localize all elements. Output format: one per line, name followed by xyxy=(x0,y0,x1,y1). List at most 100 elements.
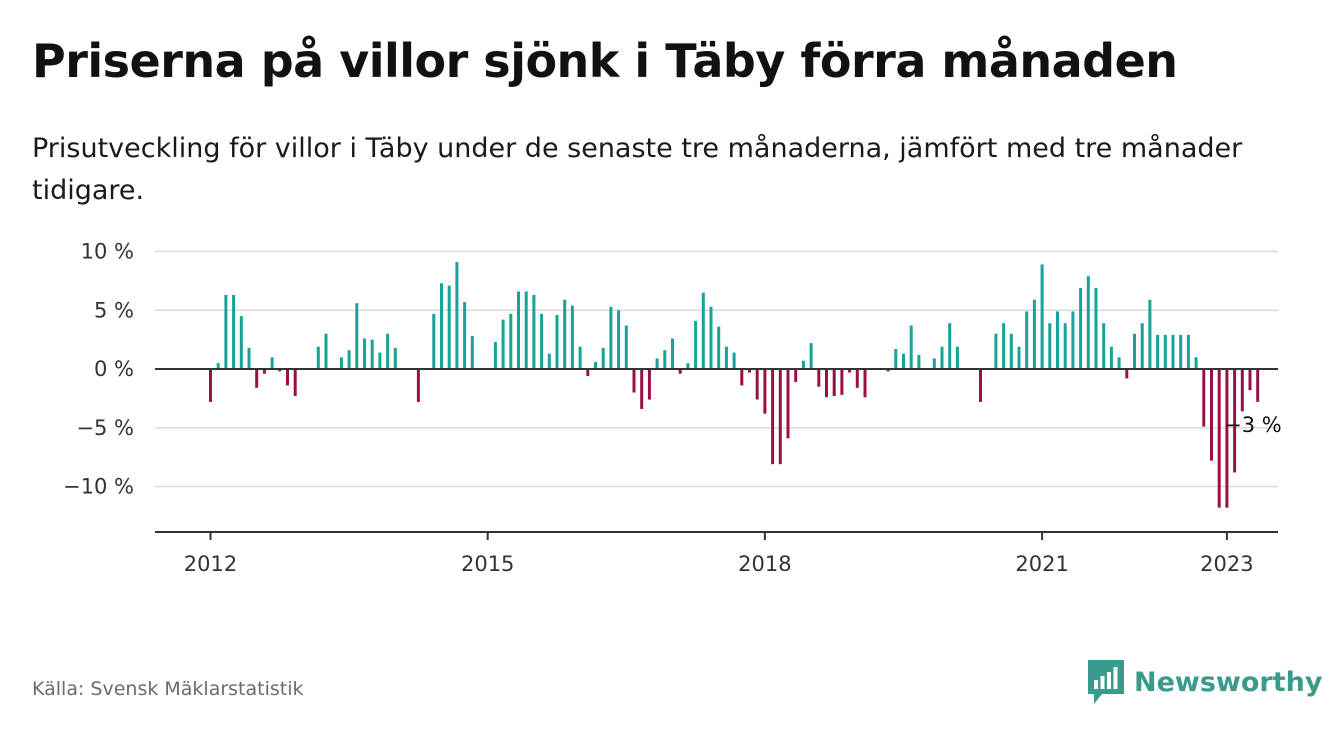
x-tick-label: 2015 xyxy=(461,552,514,576)
bar xyxy=(686,363,690,369)
bar xyxy=(1248,369,1252,391)
bar xyxy=(517,291,520,369)
bar xyxy=(432,313,436,369)
x-tick-label: 2021 xyxy=(1015,552,1068,576)
bar xyxy=(748,369,751,373)
bar xyxy=(1063,323,1067,369)
bar xyxy=(1009,333,1013,369)
bar xyxy=(694,320,698,369)
bar xyxy=(594,361,597,369)
bar xyxy=(1148,299,1152,369)
bar xyxy=(224,294,228,369)
bar xyxy=(416,369,420,402)
bar xyxy=(1040,264,1044,369)
bar xyxy=(355,303,359,369)
bar xyxy=(447,285,451,369)
bar xyxy=(386,333,390,369)
bar xyxy=(848,369,852,373)
bar xyxy=(979,369,982,402)
bar xyxy=(1140,323,1144,369)
bar xyxy=(570,305,574,369)
bar xyxy=(732,352,736,369)
bar xyxy=(1125,369,1129,379)
x-tick-label: 2023 xyxy=(1200,552,1253,576)
bar xyxy=(809,343,813,369)
bar xyxy=(902,353,905,369)
bar xyxy=(609,306,613,369)
bar xyxy=(655,358,659,369)
bar xyxy=(1109,346,1113,369)
bar xyxy=(1094,287,1098,369)
brand-name: Newsworthy xyxy=(1134,666,1323,698)
bar xyxy=(855,369,859,388)
bar xyxy=(455,262,459,369)
bar xyxy=(740,369,744,386)
bar xyxy=(316,346,320,369)
bar xyxy=(1163,334,1167,369)
bar xyxy=(794,369,798,382)
newsworthy-logo-icon xyxy=(1088,660,1124,704)
tick-labels: 10 % 5 % 0 % −5 % −10 % 2012 2015 2018 2021 2023 −… xyxy=(63,240,1282,577)
bar xyxy=(1171,334,1175,369)
bar xyxy=(247,347,251,369)
bar xyxy=(270,357,274,369)
bar xyxy=(278,369,282,372)
bar xyxy=(617,310,621,369)
bar xyxy=(1233,369,1237,473)
bar xyxy=(1256,369,1260,402)
bar xyxy=(709,306,713,369)
bar xyxy=(393,347,397,369)
bar xyxy=(632,369,636,393)
y-tick-label: 10 % xyxy=(81,240,134,264)
bar xyxy=(1071,311,1075,369)
bar xyxy=(470,336,474,369)
y-tick-label: −5 % xyxy=(76,416,134,440)
axes xyxy=(155,368,1278,540)
bar xyxy=(440,283,443,369)
bar xyxy=(894,349,898,369)
bar xyxy=(363,338,366,369)
bar xyxy=(216,363,220,369)
bar xyxy=(817,369,821,387)
bar xyxy=(286,369,289,386)
bar xyxy=(724,346,728,369)
bar xyxy=(825,369,828,398)
bar xyxy=(1202,369,1206,427)
bar xyxy=(255,369,259,388)
bar xyxy=(886,369,890,372)
bar xyxy=(524,291,528,369)
bar xyxy=(370,339,374,369)
bar xyxy=(540,313,544,369)
bar xyxy=(262,369,266,374)
grid-lines xyxy=(155,250,1278,488)
bar xyxy=(209,369,212,402)
bar xyxy=(547,353,551,369)
brand-logo: Newsworthy xyxy=(1088,660,1322,704)
bar xyxy=(293,369,297,397)
bar xyxy=(586,369,590,377)
bar xyxy=(1217,369,1221,508)
bar xyxy=(532,294,536,369)
bar xyxy=(771,369,775,465)
bar xyxy=(1179,334,1183,369)
bar xyxy=(1032,299,1036,369)
bar xyxy=(601,347,605,369)
bar xyxy=(917,354,921,369)
source-note: Källa: Svensk Mäklarstatistik xyxy=(32,678,304,700)
bar xyxy=(1194,357,1198,369)
bar xyxy=(1133,333,1136,369)
bar xyxy=(555,314,559,369)
bar xyxy=(347,350,351,369)
bar xyxy=(1048,323,1052,369)
y-tick-label: 5 % xyxy=(94,298,134,322)
bar xyxy=(786,369,790,439)
bar xyxy=(647,369,651,400)
bar xyxy=(493,341,497,369)
bar xyxy=(671,338,674,369)
bar xyxy=(1079,287,1083,369)
chart-title: Priserna på villor sjönk i Täby förra må… xyxy=(32,34,1178,88)
bar xyxy=(1002,323,1006,369)
bar-chart: 10 % 5 % 0 % −5 % −10 % 2012 2015 2018 2021 2023 −… xyxy=(63,240,1282,577)
bar xyxy=(563,299,567,369)
bar xyxy=(717,326,721,369)
